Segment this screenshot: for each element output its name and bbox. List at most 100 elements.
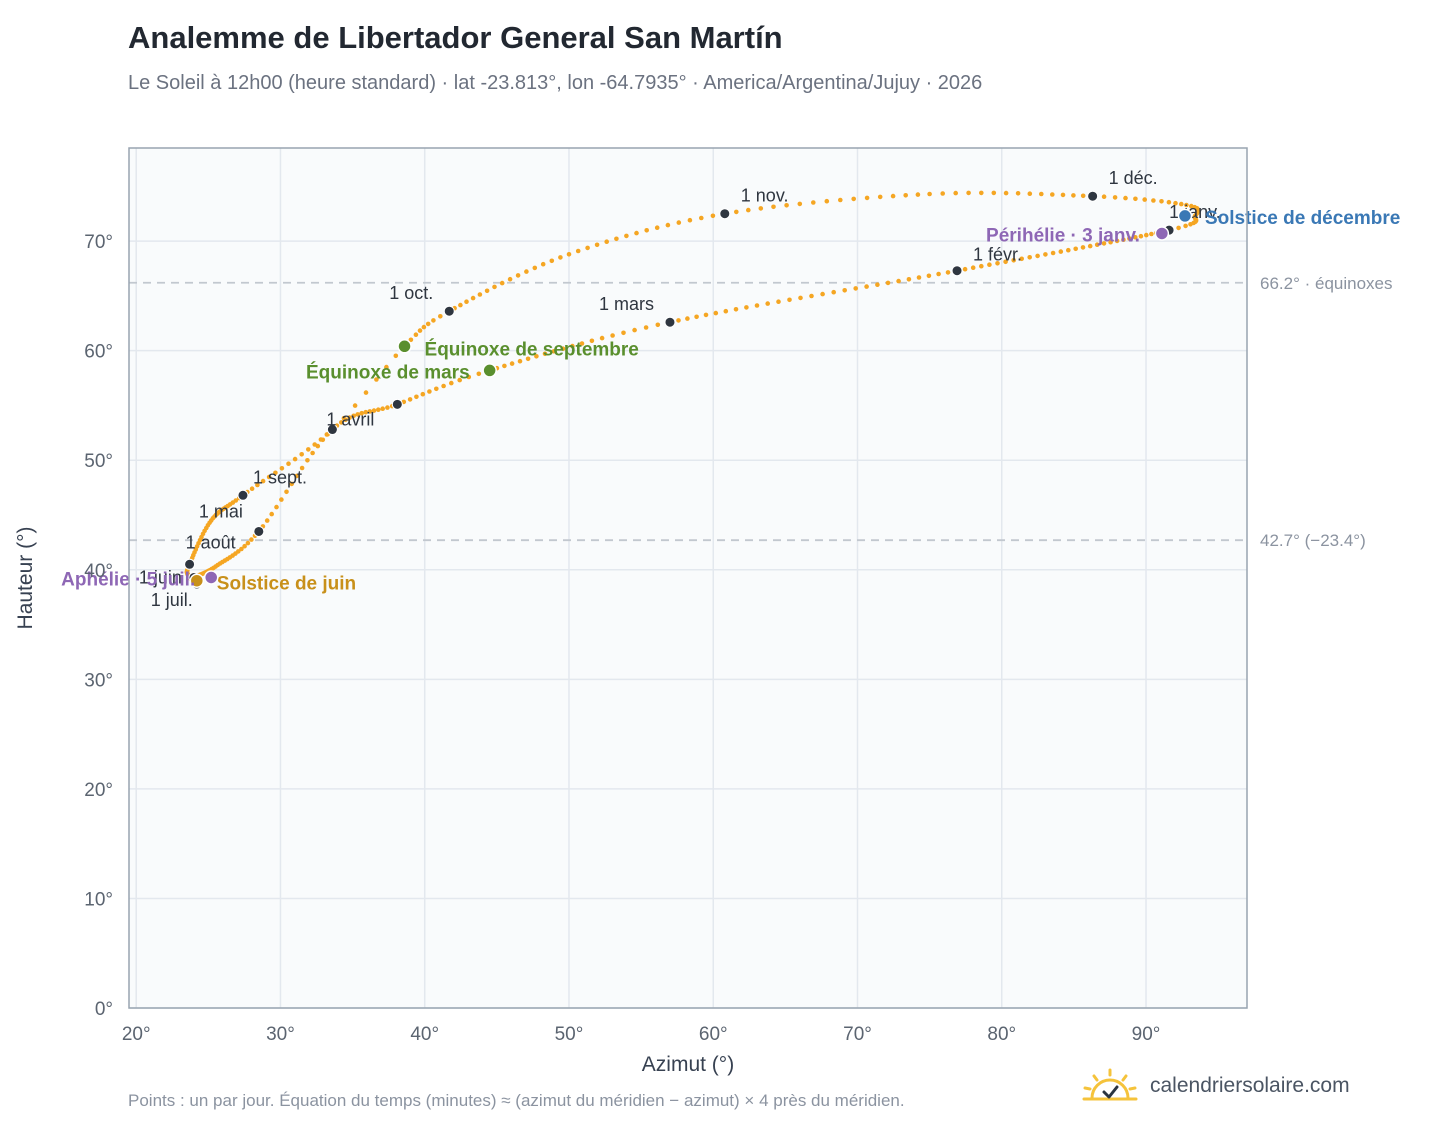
daily-sun-point	[864, 284, 869, 289]
daily-sun-point	[634, 230, 639, 236]
daily-sun-point	[1112, 195, 1118, 200]
daily-sun-point	[1071, 193, 1076, 198]
y-tick-label: 60°	[84, 342, 113, 363]
daily-sun-point	[484, 288, 490, 294]
daily-sun-point	[979, 190, 984, 196]
daily-sun-point	[915, 192, 921, 197]
daily-sun-point	[420, 391, 426, 397]
axis-ticks: 20° 30° 40° 50° 60° 70° 80° 90° 0° 10° 20° 30° 40° 50…	[84, 232, 1160, 1045]
month-marker	[391, 398, 403, 410]
daily-sun-point	[551, 349, 557, 354]
daily-sun-point	[610, 333, 615, 338]
brand[interactable]: calendriersolaire.com	[1082, 1068, 1350, 1104]
daily-sun-point	[864, 195, 870, 201]
daily-sun-point	[809, 293, 814, 299]
december_solstice-marker	[1177, 208, 1193, 224]
daily-sun-point	[940, 191, 945, 196]
x-axis-label: Azimut (°)	[642, 1053, 734, 1076]
daily-sun-point	[890, 193, 896, 199]
daily-sun-point	[1015, 191, 1021, 196]
daily-sun-point	[842, 288, 847, 293]
daily-sun-point	[1142, 197, 1147, 202]
daily-sun-point	[359, 410, 365, 416]
daily-sun-point	[339, 420, 344, 425]
daily-sun-point	[734, 209, 739, 215]
daily-sun-point	[363, 390, 369, 395]
daily-sun-point	[1166, 199, 1172, 205]
equinox-marker	[482, 363, 497, 378]
daily-sun-point	[798, 295, 803, 301]
daily-sun-point	[927, 191, 932, 197]
daily-sun-point	[916, 275, 922, 280]
daily-sun-point	[575, 248, 581, 254]
daily-sun-point	[318, 437, 324, 442]
daily-sun-point	[579, 341, 585, 346]
daily-sun-point	[306, 447, 311, 452]
daily-sun-point	[385, 405, 390, 410]
daily-sun-point	[517, 358, 523, 364]
month-marker	[443, 305, 455, 317]
daily-sun-point	[1050, 250, 1056, 256]
daily-sun-point	[434, 386, 439, 392]
daily-sun-point	[305, 458, 310, 463]
daily-sun-point	[1138, 233, 1144, 239]
daily-sun-point	[352, 403, 358, 408]
daily-sun-point	[380, 406, 386, 412]
daily-sun-point	[838, 197, 843, 203]
daily-sun-point	[299, 465, 305, 471]
daily-sun-point	[979, 263, 984, 269]
apsis-label: Aphélie · 5 juil.	[61, 569, 195, 590]
daily-sun-point	[953, 190, 958, 196]
daily-sun-point	[476, 371, 482, 377]
daily-sun-point	[294, 473, 300, 479]
december_solstice-label: Solstice de décembre	[1205, 208, 1400, 229]
daily-sun-point	[853, 286, 858, 291]
daily-sun-point	[1027, 191, 1033, 196]
daily-sun-point	[585, 245, 590, 251]
june_solstice-marker	[189, 573, 205, 588]
equinox-label: Équinoxe de mars	[306, 361, 470, 383]
x-tick-label: 40°	[410, 1024, 439, 1045]
daily-sun-point	[458, 302, 463, 308]
daily-sun-point	[685, 316, 690, 321]
daily-sun-point	[624, 233, 629, 239]
y-tick-label: 0°	[95, 999, 113, 1020]
daily-sun-point	[560, 346, 566, 352]
daily-sun-point	[877, 194, 883, 200]
daily-sun-point	[1101, 241, 1107, 246]
daily-sun-point	[1094, 242, 1100, 247]
daily-sun-point	[1173, 200, 1178, 206]
daily-sun-point	[1127, 236, 1132, 241]
daily-sun-point	[1123, 195, 1128, 201]
daily-sun-point	[249, 486, 255, 492]
daily-sun-point	[632, 327, 637, 333]
daily-sun-point	[509, 361, 515, 366]
daily-sun-point	[507, 276, 513, 282]
x-tick-label: 90°	[1132, 1024, 1161, 1045]
daily-sun-point	[1073, 246, 1078, 252]
reference-line-label: 66.2° · équinoxes	[1260, 274, 1393, 293]
y-axis-label: Hauteur (°)	[14, 527, 37, 630]
daily-sun-point	[655, 322, 661, 328]
daily-sun-point	[540, 261, 546, 267]
daily-sun-point	[1035, 253, 1040, 259]
daily-sun-point	[255, 482, 260, 488]
daily-sun-point	[665, 222, 671, 228]
daily-sun-point	[413, 332, 419, 338]
chart-subtitle: Le Soleil à 12h00 (heure standard) · lat…	[128, 72, 983, 94]
daily-sun-point	[393, 353, 399, 359]
daily-sun-point	[279, 466, 285, 471]
daily-sun-point	[408, 337, 414, 343]
month-label: 1 juin	[139, 567, 182, 587]
daily-sun-point	[906, 277, 912, 282]
daily-sun-point	[558, 255, 563, 260]
daily-sun-point	[525, 356, 531, 362]
daily-sun-point	[831, 289, 836, 295]
daily-sun-point	[787, 297, 792, 303]
daily-sun-point	[367, 409, 373, 414]
daily-sun-point	[744, 305, 749, 310]
daily-sun-point	[457, 377, 463, 383]
daily-sun-point	[1019, 256, 1024, 262]
month-label: 1 sept.	[253, 467, 307, 487]
